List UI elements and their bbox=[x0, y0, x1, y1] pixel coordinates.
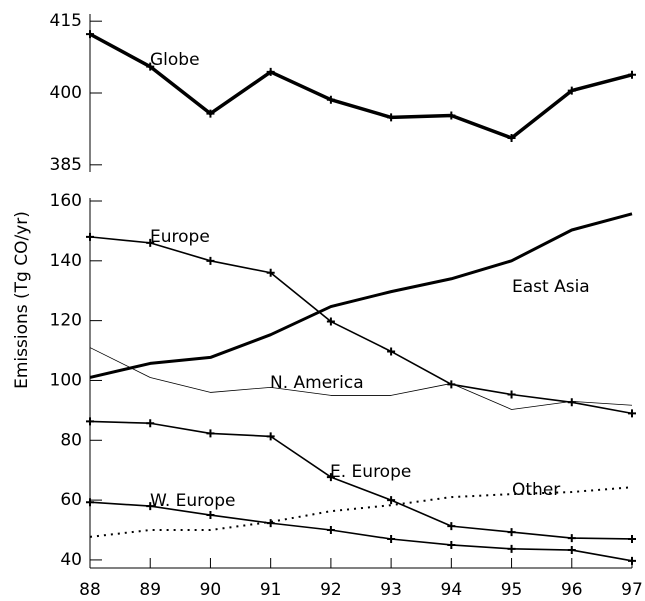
point-marker bbox=[146, 502, 155, 511]
series-line bbox=[89, 420, 633, 540]
point-marker bbox=[567, 398, 576, 407]
x-tick-label: 97 bbox=[621, 580, 643, 600]
point-marker bbox=[628, 70, 636, 79]
y-tick-label: 120 bbox=[50, 311, 82, 331]
point-marker bbox=[86, 498, 94, 507]
point-marker bbox=[326, 526, 335, 535]
point-marker bbox=[266, 432, 275, 441]
x-tick-label: 96 bbox=[561, 580, 583, 600]
x-tick-label: 88 bbox=[79, 580, 101, 600]
point-marker bbox=[628, 534, 636, 543]
series-line bbox=[89, 212, 633, 379]
y-tick-label: 385 bbox=[50, 155, 82, 175]
series-label: N. America bbox=[270, 373, 364, 393]
series-line bbox=[89, 501, 633, 562]
point-marker bbox=[567, 534, 576, 543]
series-label: East Asia bbox=[512, 277, 590, 297]
point-marker bbox=[86, 232, 94, 241]
point-marker bbox=[507, 528, 516, 537]
point-marker bbox=[206, 256, 215, 265]
point-marker bbox=[266, 519, 275, 528]
x-tick-label: 94 bbox=[441, 580, 463, 600]
point-marker bbox=[206, 429, 215, 438]
series-label: Globe bbox=[150, 50, 200, 70]
series-label: Europe bbox=[150, 227, 210, 247]
x-tick-label: 90 bbox=[200, 580, 222, 600]
x-tick-label: 89 bbox=[139, 580, 161, 600]
point-marker bbox=[146, 62, 155, 71]
y-tick-label: 80 bbox=[60, 430, 82, 450]
point-marker bbox=[266, 268, 275, 277]
point-marker bbox=[387, 534, 396, 543]
point-marker bbox=[206, 109, 215, 118]
y-tick-label: 60 bbox=[60, 490, 82, 510]
point-marker bbox=[628, 556, 636, 565]
point-marker bbox=[628, 409, 636, 418]
point-marker bbox=[387, 496, 396, 505]
series-label: Other bbox=[512, 480, 560, 500]
x-tick-label: 93 bbox=[380, 580, 402, 600]
point-marker bbox=[206, 511, 215, 520]
point-marker bbox=[567, 86, 576, 95]
point-marker bbox=[387, 347, 396, 356]
point-marker bbox=[447, 540, 456, 549]
point-marker bbox=[326, 95, 335, 104]
x-tick-label: 91 bbox=[260, 580, 282, 600]
point-marker bbox=[86, 30, 94, 39]
y-axis-label: Emissions (Tg CO/yr) bbox=[12, 211, 32, 389]
point-marker bbox=[266, 67, 275, 76]
y-tick-label: 400 bbox=[50, 83, 82, 103]
point-marker bbox=[447, 522, 456, 531]
point-marker bbox=[146, 419, 155, 428]
point-marker bbox=[507, 544, 516, 553]
x-tick-label: 92 bbox=[320, 580, 342, 600]
point-marker bbox=[567, 546, 576, 555]
point-marker bbox=[326, 473, 335, 482]
y-tick-label: 140 bbox=[50, 251, 82, 271]
point-marker bbox=[507, 390, 516, 399]
series-line bbox=[89, 236, 633, 415]
y-tick-label: 40 bbox=[60, 550, 82, 570]
series-line bbox=[89, 32, 633, 140]
series-line bbox=[89, 486, 633, 538]
series-line bbox=[89, 347, 633, 410]
point-marker bbox=[146, 238, 155, 247]
point-marker bbox=[387, 113, 396, 122]
y-tick-label: 100 bbox=[50, 370, 82, 390]
series-label: E. Europe bbox=[330, 462, 411, 482]
y-tick-label: 415 bbox=[50, 11, 82, 31]
point-marker bbox=[86, 417, 94, 426]
point-marker bbox=[326, 317, 335, 326]
point-marker bbox=[507, 134, 516, 143]
point-marker bbox=[447, 111, 456, 120]
y-tick-label: 160 bbox=[50, 191, 82, 211]
x-tick-label: 95 bbox=[501, 580, 523, 600]
series-label: W. Europe bbox=[150, 491, 235, 511]
